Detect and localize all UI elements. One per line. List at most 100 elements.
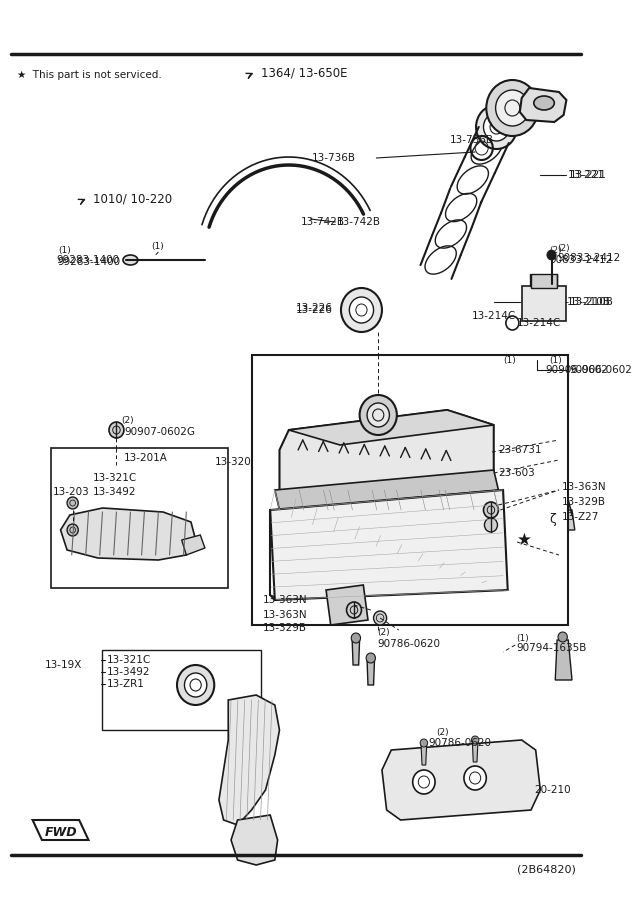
Circle shape [351, 633, 361, 643]
Polygon shape [275, 470, 499, 510]
Circle shape [359, 395, 397, 435]
Text: 99283-1400: 99283-1400 [58, 257, 121, 267]
Polygon shape [382, 740, 541, 820]
Text: FWD: FWD [45, 825, 78, 839]
Ellipse shape [534, 96, 555, 110]
Circle shape [67, 524, 78, 536]
Polygon shape [473, 742, 478, 762]
Text: 13-210B: 13-210B [570, 297, 614, 307]
Circle shape [476, 105, 517, 149]
Text: 13-19X: 13-19X [45, 660, 82, 670]
Circle shape [471, 736, 479, 744]
Text: 13-226: 13-226 [296, 305, 333, 315]
Polygon shape [60, 508, 196, 560]
Text: 13-329B: 13-329B [263, 623, 307, 633]
Circle shape [464, 766, 487, 790]
Text: 1010/ 10-220: 1010/ 10-220 [93, 193, 172, 205]
Polygon shape [289, 410, 494, 445]
Text: 90786-0620: 90786-0620 [377, 639, 440, 649]
Circle shape [483, 113, 509, 141]
Circle shape [341, 288, 382, 332]
Text: 90794-1635B: 90794-1635B [516, 643, 586, 653]
Circle shape [177, 665, 214, 705]
Text: 23-603: 23-603 [499, 468, 535, 478]
Circle shape [373, 611, 387, 625]
Text: 1364/ 13-650E: 1364/ 13-650E [261, 67, 347, 79]
Text: 13-203: 13-203 [53, 487, 90, 497]
Text: (2): (2) [557, 245, 570, 254]
Text: 13-742B: 13-742B [337, 217, 381, 227]
Text: (1): (1) [503, 356, 516, 365]
Text: ★: ★ [517, 531, 532, 549]
Text: 90833-2412: 90833-2412 [550, 255, 613, 265]
Text: (1): (1) [516, 634, 529, 643]
Text: 90906-0602: 90906-0602 [545, 365, 608, 375]
Circle shape [483, 502, 499, 518]
Text: 13-221: 13-221 [570, 170, 607, 180]
Bar [531, 274, 557, 288]
Text: 13-321C: 13-321C [107, 655, 151, 665]
Text: (1): (1) [151, 241, 163, 250]
Text: 13-320: 13-320 [215, 457, 251, 467]
Circle shape [558, 632, 567, 642]
Text: (2): (2) [377, 628, 390, 637]
Text: 13-Z27: 13-Z27 [562, 512, 599, 522]
Text: 20-210: 20-210 [534, 785, 570, 795]
Text: 13-736B: 13-736B [312, 153, 356, 163]
Text: 13-321C: 13-321C [93, 473, 137, 483]
Text: (1): (1) [550, 356, 562, 364]
Text: 13-214C: 13-214C [517, 318, 562, 328]
Bar [522, 286, 567, 321]
Text: 13-226: 13-226 [296, 303, 333, 313]
Polygon shape [562, 510, 575, 530]
Bar [52, 448, 228, 588]
Polygon shape [219, 695, 279, 825]
Polygon shape [270, 490, 508, 600]
Polygon shape [231, 815, 278, 865]
Polygon shape [520, 88, 567, 122]
Polygon shape [421, 745, 427, 765]
Text: 13-736B: 13-736B [450, 135, 494, 145]
Circle shape [485, 518, 497, 532]
Circle shape [349, 297, 373, 323]
Ellipse shape [123, 255, 138, 265]
Polygon shape [555, 640, 572, 680]
Text: 13-3492: 13-3492 [93, 487, 137, 497]
Text: (1): (1) [58, 246, 71, 255]
Text: 90907-0602G: 90907-0602G [124, 427, 195, 437]
Text: 13-363N: 13-363N [562, 482, 606, 492]
Text: 13-214C: 13-214C [472, 311, 516, 321]
Text: 13-742B: 13-742B [301, 217, 345, 227]
Text: (2): (2) [550, 246, 562, 255]
Circle shape [109, 422, 124, 438]
Circle shape [413, 770, 435, 794]
Text: 13-329B: 13-329B [562, 497, 605, 507]
Text: 90906-0602: 90906-0602 [569, 365, 632, 375]
Circle shape [184, 673, 207, 697]
Text: 13-201A: 13-201A [124, 453, 168, 463]
Text: 99283-1400: 99283-1400 [56, 255, 119, 265]
Circle shape [67, 497, 78, 509]
Polygon shape [182, 535, 205, 555]
Polygon shape [367, 660, 375, 685]
Polygon shape [32, 820, 88, 840]
Text: ζ: ζ [550, 514, 556, 526]
Text: 13-3492: 13-3492 [107, 667, 151, 677]
Circle shape [347, 602, 361, 618]
Bar [102, 650, 261, 730]
Bar [251, 355, 569, 625]
Text: 13-210B: 13-210B [567, 297, 611, 307]
Polygon shape [326, 585, 368, 625]
Text: ★  This part is not serviced.: ★ This part is not serviced. [17, 70, 162, 80]
Text: 90833-2412: 90833-2412 [557, 253, 620, 263]
Text: 13-221: 13-221 [569, 170, 605, 180]
Text: (2B64820): (2B64820) [517, 865, 576, 875]
Circle shape [547, 250, 556, 260]
Circle shape [367, 403, 389, 427]
Polygon shape [352, 640, 359, 665]
Circle shape [487, 80, 539, 136]
Text: 13-363N: 13-363N [263, 595, 307, 605]
Circle shape [420, 739, 427, 747]
Polygon shape [279, 410, 494, 510]
Text: 13-363N: 13-363N [263, 610, 307, 620]
